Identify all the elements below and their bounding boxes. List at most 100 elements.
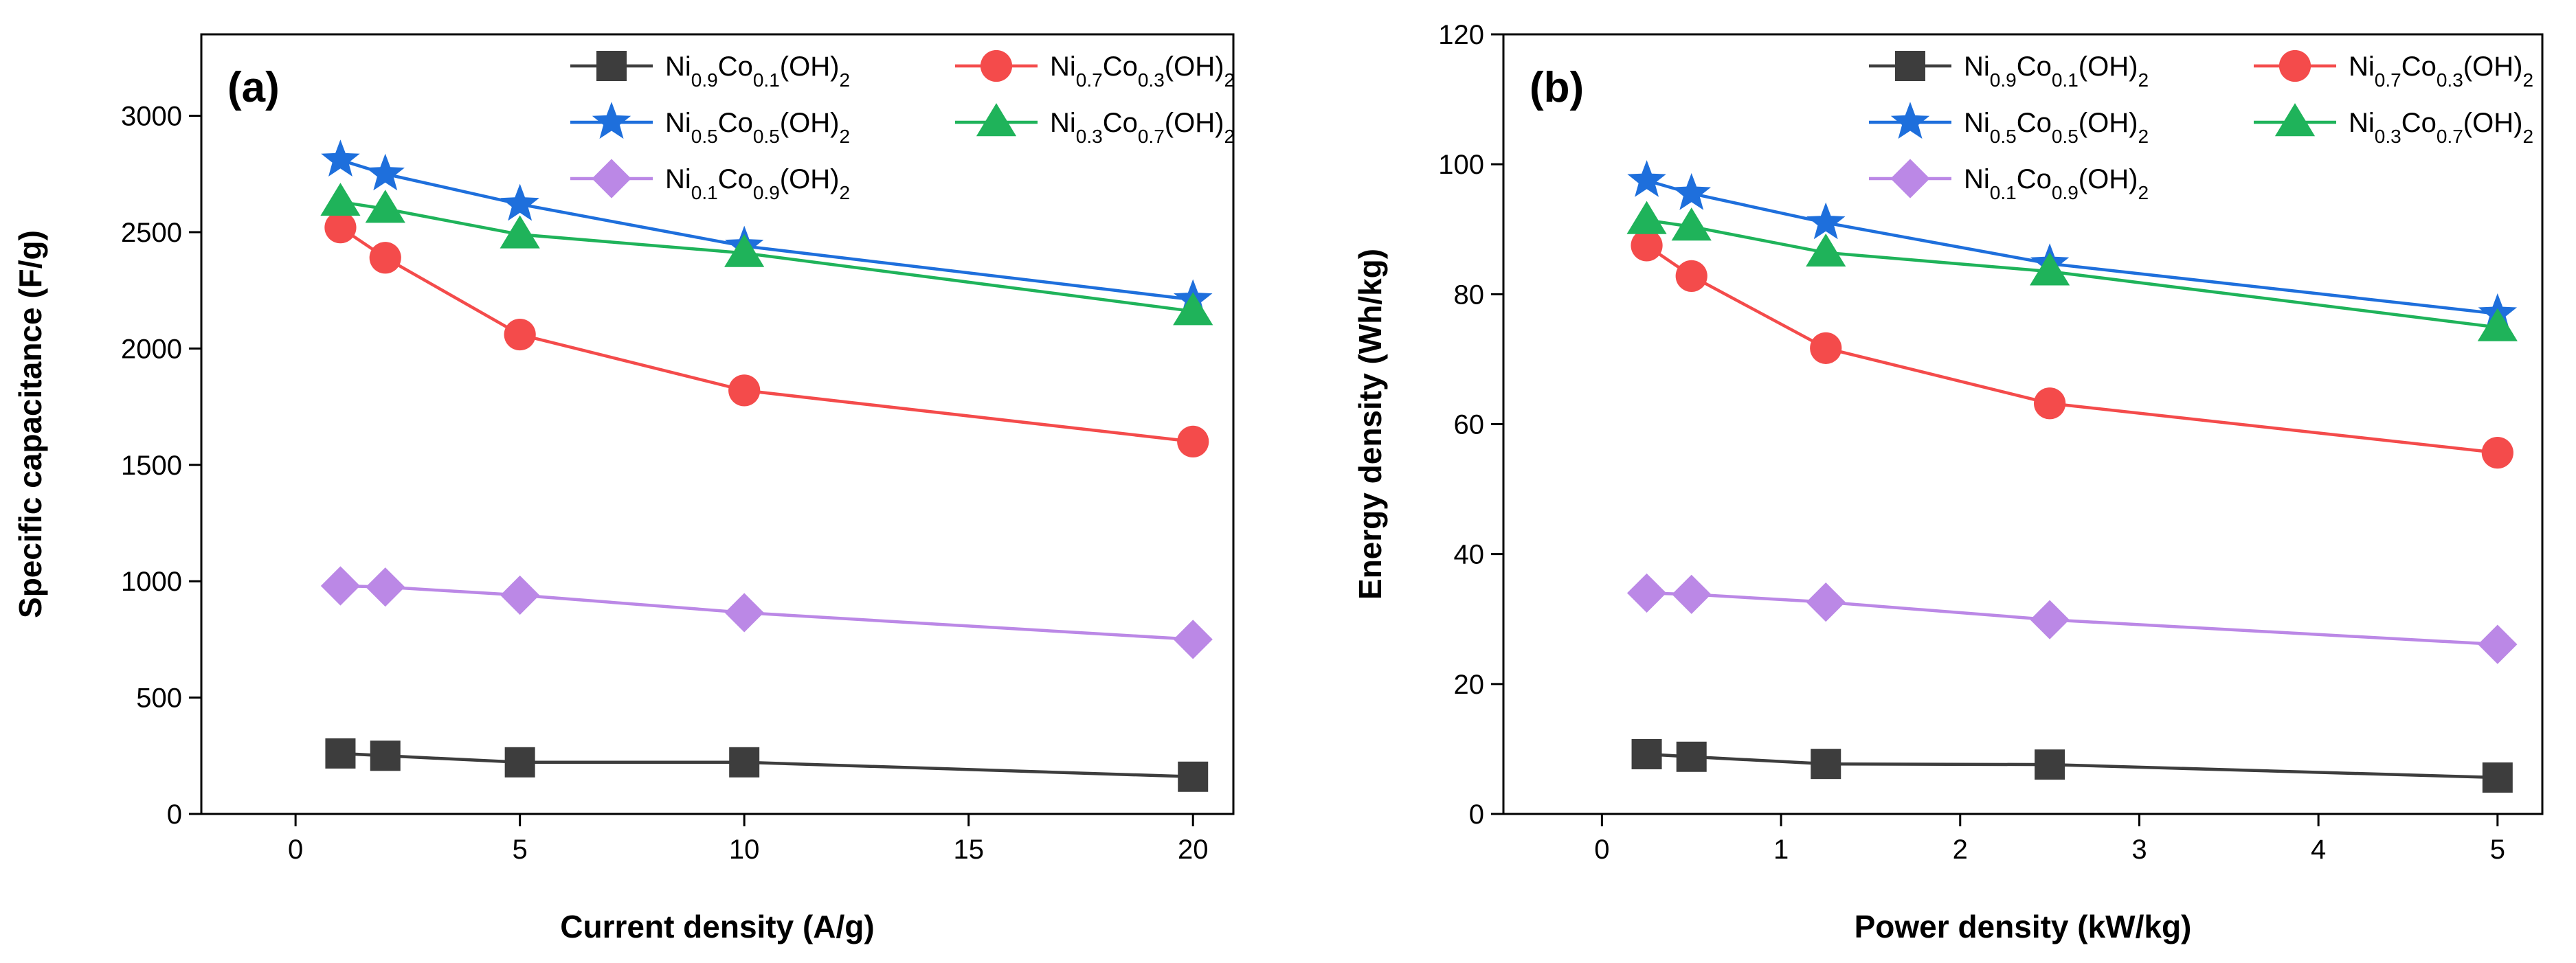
data-point-s1 — [2482, 762, 2513, 793]
data-point-s1 — [1676, 741, 1707, 772]
data-point-s3 — [1627, 160, 1666, 197]
x-axis-title: Current density (A/g) — [560, 909, 874, 944]
y-tick-label: 100 — [1438, 150, 1484, 180]
y-tick-label: 120 — [1438, 20, 1484, 50]
data-point-s2 — [324, 212, 357, 244]
data-point-s3 — [366, 153, 405, 191]
data-point-s4 — [724, 234, 765, 267]
x-tick-label: 5 — [2490, 835, 2505, 865]
y-axis-title: Energy density (Wh/kg) — [1352, 249, 1388, 600]
series-line-s1 — [340, 751, 1194, 779]
series-s2 — [1631, 229, 2513, 469]
chart-panel-a: 0 5 10 15 20 0 500 1000 1500 2000 2500 3000 Current … — [12, 33, 1235, 944]
legend: Ni0.9Co0.1(OH)2 Ni0.7Co0.3(OH)2 Ni0.5Co0.5… — [570, 49, 1235, 203]
x-tick-label: 0 — [1594, 835, 1609, 865]
legend-marker-s5 — [1890, 159, 1930, 199]
data-point-s3 — [500, 183, 539, 221]
data-point-s4 — [1671, 207, 1712, 241]
data-point-s4 — [365, 190, 405, 223]
data-point-s2 — [2034, 387, 2066, 420]
data-point-s2 — [1177, 425, 1209, 458]
x-tick-label: 1 — [1773, 835, 1789, 865]
x-tick-label: 2 — [1953, 835, 1968, 865]
legend-label-s1: Ni0.9Co0.1(OH)2 — [1964, 52, 2149, 91]
legend-item-s3: Ni0.5Co0.5(OH)2 — [1869, 102, 2149, 147]
data-point-s1 — [1178, 761, 1209, 792]
data-point-s1 — [370, 740, 401, 771]
data-point-s1 — [729, 747, 760, 778]
y-tick-label: 1000 — [121, 567, 182, 597]
data-point-s4 — [320, 183, 361, 216]
data-point-s5 — [500, 575, 540, 615]
data-point-s2 — [2481, 437, 2513, 469]
data-point-s4 — [1806, 233, 1846, 267]
legend-item-s5: Ni0.1Co0.9(OH)2 — [570, 159, 850, 203]
legend-label-s5: Ni0.1Co0.9(OH)2 — [1964, 164, 2149, 203]
legend-item-s2: Ni0.7Co0.3(OH)2 — [2254, 49, 2533, 91]
legend-label-s3: Ni0.5Co0.5(OH)2 — [665, 108, 850, 147]
legend-label-s2: Ni0.7Co0.3(OH)2 — [1050, 52, 1235, 91]
data-point-s5 — [1806, 582, 1846, 622]
data-point-s3 — [1806, 202, 1846, 240]
x-tick-label: 5 — [513, 835, 528, 865]
legend-item-s2: Ni0.7Co0.3(OH)2 — [955, 49, 1235, 91]
legend-item-s4: Ni0.3Co0.7(OH)2 — [2254, 103, 2533, 147]
series-s5 — [320, 566, 1213, 659]
legend-label-s4: Ni0.3Co0.7(OH)2 — [1050, 108, 1235, 147]
data-point-s4 — [500, 215, 540, 249]
series-s4 — [1626, 201, 2518, 341]
data-point-s4 — [1173, 292, 1213, 326]
chart-panel-b: 0 1 2 3 4 5 0 20 40 60 80 100 120 Power density (kW/k… — [1352, 20, 2544, 944]
data-point-s4 — [2030, 252, 2070, 286]
data-point-s5 — [724, 593, 764, 633]
series-line-s1 — [1646, 752, 2498, 780]
legend-marker-s1 — [596, 51, 627, 81]
data-point-s4 — [2477, 308, 2518, 341]
y-tick-label: 1500 — [121, 451, 182, 481]
legend-marker-s2 — [980, 49, 1013, 82]
plot-frame — [200, 33, 1235, 815]
series-s3 — [321, 139, 1213, 317]
panel-label: (a) — [227, 64, 280, 111]
data-point-s1 — [1811, 749, 1841, 780]
legend-item-s4: Ni0.3Co0.7(OH)2 — [955, 103, 1235, 147]
y-tick-label: 3000 — [121, 102, 182, 132]
y-tick-label: 20 — [1454, 670, 1485, 700]
data-point-s1 — [2035, 749, 2065, 780]
series-s2 — [324, 212, 1209, 458]
y-tick-label: 40 — [1454, 540, 1485, 570]
data-point-s3 — [1672, 173, 1711, 210]
series-s1 — [1631, 738, 2513, 793]
y-tick-label: 2000 — [121, 334, 182, 364]
legend: Ni0.9Co0.1(OH)2 Ni0.7Co0.3(OH)2 Ni0.5Co0.5… — [1869, 49, 2533, 203]
y-axis-title: Specific capacitance (F/g) — [12, 230, 48, 618]
panel-label: (b) — [1530, 64, 1584, 111]
y-tick-label: 500 — [136, 683, 182, 714]
legend-label-s1: Ni0.9Co0.1(OH)2 — [665, 52, 850, 91]
legend-label-s4: Ni0.3Co0.7(OH)2 — [2349, 108, 2533, 147]
data-point-s5 — [1672, 574, 1712, 614]
data-point-s2 — [1675, 260, 1707, 292]
y-tick-label: 0 — [1469, 800, 1484, 830]
legend-label-s3: Ni0.5Co0.5(OH)2 — [1964, 108, 2149, 147]
legend-item-s1: Ni0.9Co0.1(OH)2 — [570, 51, 850, 91]
data-point-s2 — [369, 242, 401, 274]
legend-marker-s4 — [2274, 103, 2316, 137]
x-tick-label: 20 — [1178, 835, 1209, 865]
plot-frame — [1502, 33, 2544, 815]
data-point-s1 — [325, 738, 356, 769]
data-point-s1 — [504, 747, 535, 778]
series-line-s2 — [339, 226, 1194, 444]
legend-marker-s4 — [976, 103, 1017, 137]
legend-label-s5: Ni0.1Co0.9(OH)2 — [665, 164, 850, 203]
x-axis-title: Power density (kW/kg) — [1855, 909, 2192, 944]
y-tick-label: 80 — [1454, 280, 1485, 310]
series-line-s5 — [340, 584, 1194, 642]
x-tick-label: 3 — [2131, 835, 2147, 865]
legend-item-s3: Ni0.5Co0.5(OH)2 — [570, 102, 850, 147]
x-tick-label: 15 — [953, 835, 984, 865]
data-point-s4 — [1626, 201, 1667, 234]
legend-label-s2: Ni0.7Co0.3(OH)2 — [2349, 52, 2533, 91]
legend-marker-s1 — [1895, 51, 1925, 81]
series-line-s4 — [340, 200, 1194, 313]
